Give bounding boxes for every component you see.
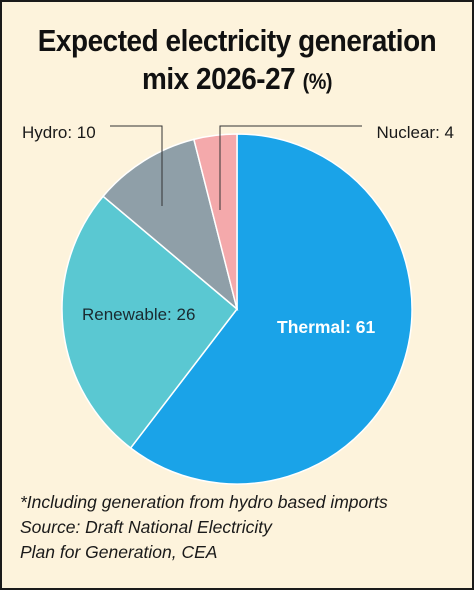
leader-lines xyxy=(110,125,362,210)
pie-slice-thermal xyxy=(129,133,413,485)
slice-labels: Thermal: 61 Renewable: 26 Hydro: 10 Nuclear… xyxy=(22,123,454,337)
chart-footer: *Including generation from hydro based i… xyxy=(20,490,470,565)
slice-label-thermal: Thermal: 61 xyxy=(277,317,375,337)
leader-line-hydro xyxy=(110,125,163,206)
chart-title-line1: Expected electricity generation xyxy=(37,23,437,58)
source-line-1: Source: Draft National Electricity xyxy=(20,517,272,537)
slice-label-hydro: Hydro: 10 xyxy=(22,123,96,142)
footnote: *Including generation from hydro based i… xyxy=(20,492,388,512)
slice-label-nuclear: Nuclear: 4 xyxy=(377,123,454,142)
chart-title-year: mix 2026-27 xyxy=(141,61,296,96)
slice-label-renewable: Renewable: 26 xyxy=(82,305,195,324)
chart-title-unit: (%) xyxy=(302,69,333,94)
source-line-2: Plan for Generation, CEA xyxy=(20,542,218,562)
chart-title-line2: mix 2026-27 (%) xyxy=(26,60,449,101)
pie-slices xyxy=(61,133,413,485)
leader-line-nuclear xyxy=(219,125,362,210)
chart-title: Expected electricity generation mix 2026… xyxy=(2,22,472,101)
pie-slice-hydro xyxy=(102,138,239,312)
pie-slice-renewable xyxy=(61,195,239,450)
pie-slice-nuclear xyxy=(192,133,238,310)
